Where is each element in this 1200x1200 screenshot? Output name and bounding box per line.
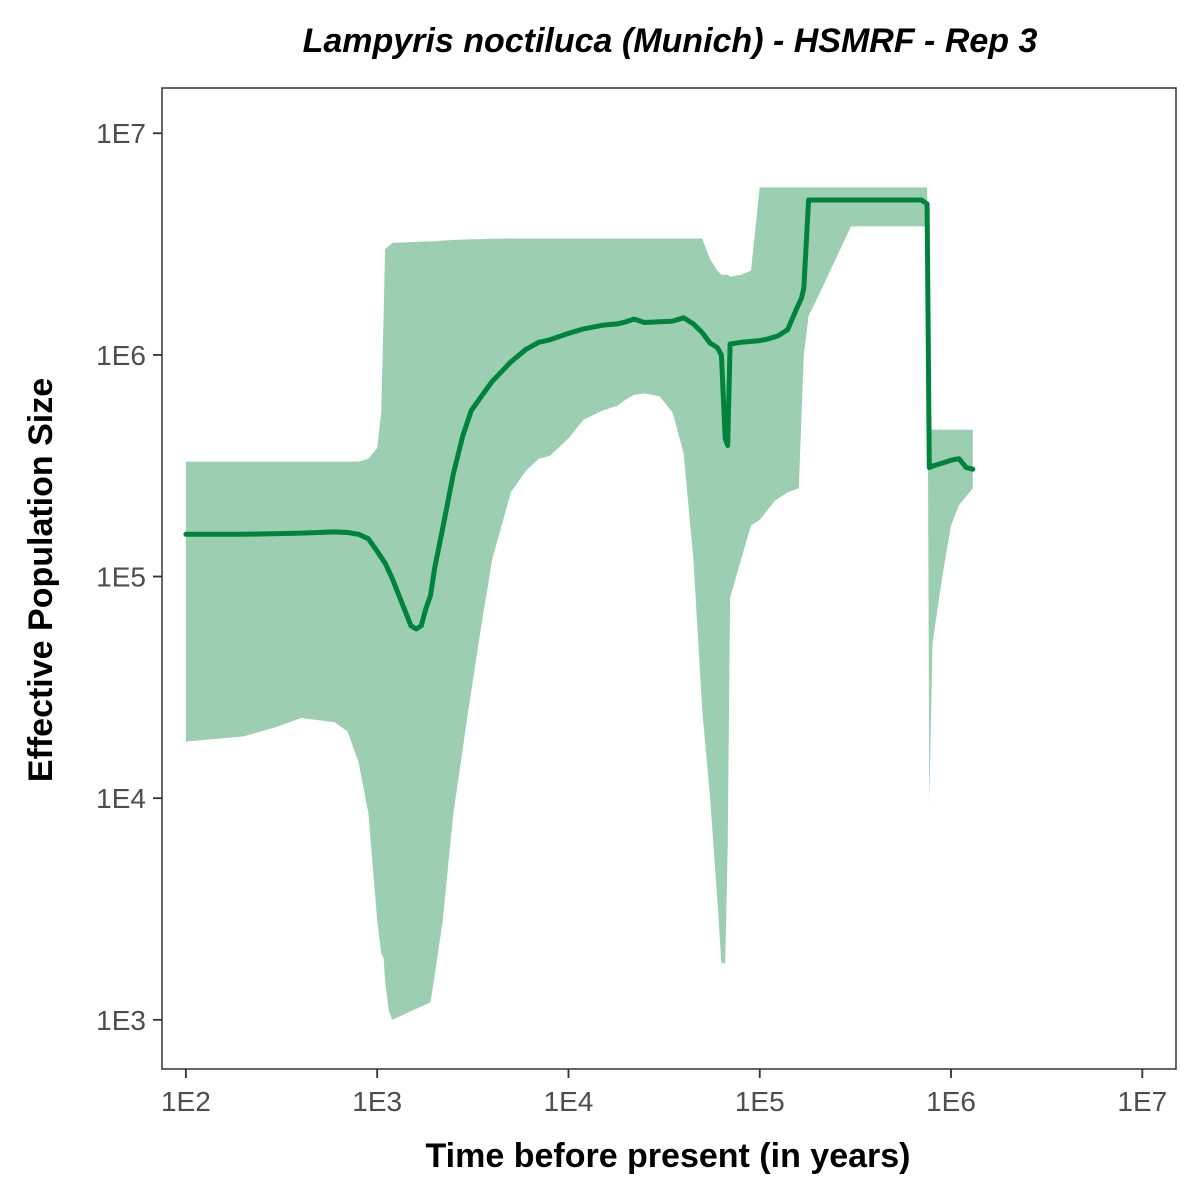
x-tick-label: 1E6 — [926, 1086, 976, 1117]
median-line — [183, 197, 976, 632]
y-tick-label: 1E7 — [96, 118, 146, 149]
y-tick-label: 1E4 — [96, 783, 146, 814]
chart-title: Lampyris noctiluca (Munich) - HSMRF - Re… — [303, 22, 1038, 60]
y-tick-label: 1E3 — [96, 1005, 146, 1036]
x-tick-label: 1E3 — [352, 1086, 402, 1117]
y-axis-title: Effective Population Size — [22, 378, 60, 782]
x-tick-label: 1E2 — [161, 1086, 211, 1117]
plot-frame — [161, 87, 1177, 1070]
y-axis: 1E3 1E4 1E5 1E6 1E7 — [96, 118, 162, 1036]
y-tick-label: 1E6 — [96, 340, 146, 371]
x-axis-title: Time before present (in years) — [426, 1137, 911, 1175]
x-axis: 1E2 1E3 1E4 1E5 1E6 1E7 — [161, 1069, 1167, 1117]
x-tick-label: 1E4 — [544, 1086, 594, 1117]
x-tick-label: 1E5 — [735, 1086, 785, 1117]
plot-area — [161, 87, 1177, 1070]
x-tick-label: 1E7 — [1117, 1086, 1167, 1117]
credible-interval-ribbon — [185, 187, 973, 1020]
y-tick-label: 1E5 — [96, 562, 146, 593]
